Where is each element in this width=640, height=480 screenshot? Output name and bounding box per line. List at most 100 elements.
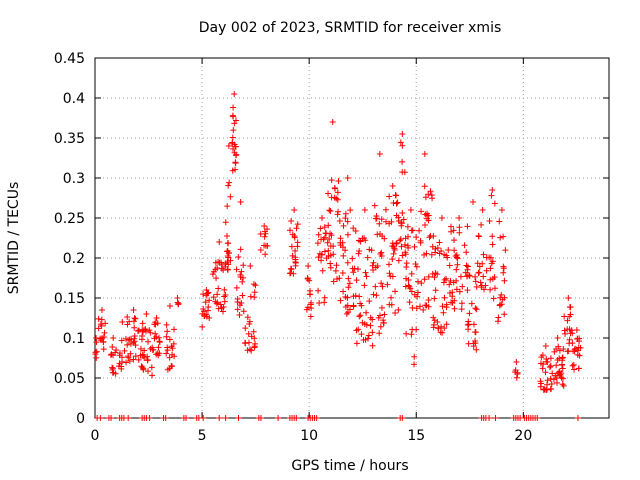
data-point xyxy=(169,363,176,370)
data-point xyxy=(548,385,555,392)
data-point xyxy=(252,282,259,289)
data-point xyxy=(486,218,493,225)
data-point xyxy=(465,321,472,328)
data-point xyxy=(561,313,568,320)
data-point xyxy=(144,353,151,360)
data-point xyxy=(332,267,339,274)
data-point xyxy=(534,415,541,421)
data-point xyxy=(325,190,332,197)
data-point xyxy=(486,415,493,421)
data-point xyxy=(215,305,222,312)
data-point xyxy=(542,343,549,349)
data-point xyxy=(414,278,421,285)
data-point xyxy=(346,280,353,287)
data-point xyxy=(414,293,421,300)
data-point xyxy=(559,365,566,372)
data-point xyxy=(164,366,171,373)
data-point xyxy=(370,291,377,298)
data-point xyxy=(164,328,171,335)
data-point xyxy=(395,257,402,264)
y-tick-label: 0 xyxy=(76,411,85,427)
data-point xyxy=(554,335,561,341)
data-point xyxy=(183,415,190,421)
data-point xyxy=(448,299,455,306)
data-point xyxy=(250,328,257,335)
data-point xyxy=(231,149,238,156)
data-point xyxy=(361,207,368,213)
data-point xyxy=(403,263,410,270)
data-point xyxy=(537,383,544,390)
data-point xyxy=(166,303,173,309)
data-point xyxy=(405,276,412,283)
data-point xyxy=(451,247,458,254)
data-point xyxy=(131,335,138,342)
data-point xyxy=(352,292,359,299)
data-point xyxy=(261,228,268,235)
data-point xyxy=(340,252,347,259)
data-point xyxy=(392,288,399,295)
data-point xyxy=(489,258,496,265)
data-point xyxy=(559,357,566,364)
data-point xyxy=(316,299,323,306)
data-point xyxy=(449,289,456,296)
data-point xyxy=(140,365,147,372)
data-point xyxy=(381,311,388,318)
y-tick-label: 0.35 xyxy=(54,131,85,147)
data-point xyxy=(150,346,157,353)
data-point xyxy=(141,354,148,361)
data-point xyxy=(438,215,445,221)
data-point xyxy=(118,365,125,372)
data-point xyxy=(418,208,425,215)
data-point xyxy=(425,191,432,198)
data-point xyxy=(406,283,413,290)
data-point xyxy=(388,301,395,308)
data-point xyxy=(575,344,582,351)
data-point xyxy=(513,359,520,365)
data-point xyxy=(446,262,453,269)
data-point xyxy=(487,286,494,293)
data-point xyxy=(292,256,299,263)
data-point xyxy=(124,341,131,348)
data-point xyxy=(569,362,576,369)
data-point xyxy=(413,234,420,241)
data-point xyxy=(365,335,372,342)
data-point xyxy=(237,273,244,280)
data-point xyxy=(333,262,340,269)
data-point xyxy=(210,294,217,301)
data-point xyxy=(369,329,376,336)
data-point xyxy=(466,272,473,279)
data-point xyxy=(142,326,149,333)
data-point xyxy=(513,374,520,381)
data-point xyxy=(321,248,328,255)
data-point xyxy=(420,306,427,313)
data-point xyxy=(477,279,484,286)
data-point xyxy=(315,254,322,261)
data-point xyxy=(425,297,432,304)
data-point xyxy=(146,327,153,334)
data-point xyxy=(443,275,450,282)
data-point xyxy=(288,266,295,273)
data-point xyxy=(132,353,139,360)
data-point xyxy=(233,284,240,291)
data-point xyxy=(132,315,139,322)
data-point xyxy=(223,232,230,239)
data-point xyxy=(406,299,413,306)
data-point xyxy=(242,325,249,332)
data-point xyxy=(447,277,454,284)
data-point xyxy=(214,265,221,272)
data-point xyxy=(450,227,457,234)
data-point xyxy=(222,291,229,298)
data-point xyxy=(468,300,475,307)
data-point xyxy=(502,247,509,254)
data-point xyxy=(110,369,117,376)
data-point xyxy=(360,337,367,344)
data-point xyxy=(414,289,421,296)
data-point xyxy=(453,286,460,293)
data-point xyxy=(95,315,102,322)
data-point xyxy=(357,300,364,307)
data-point xyxy=(294,243,301,250)
data-point xyxy=(541,385,548,392)
data-point xyxy=(307,313,314,320)
data-point xyxy=(257,230,264,237)
data-point xyxy=(237,199,244,205)
